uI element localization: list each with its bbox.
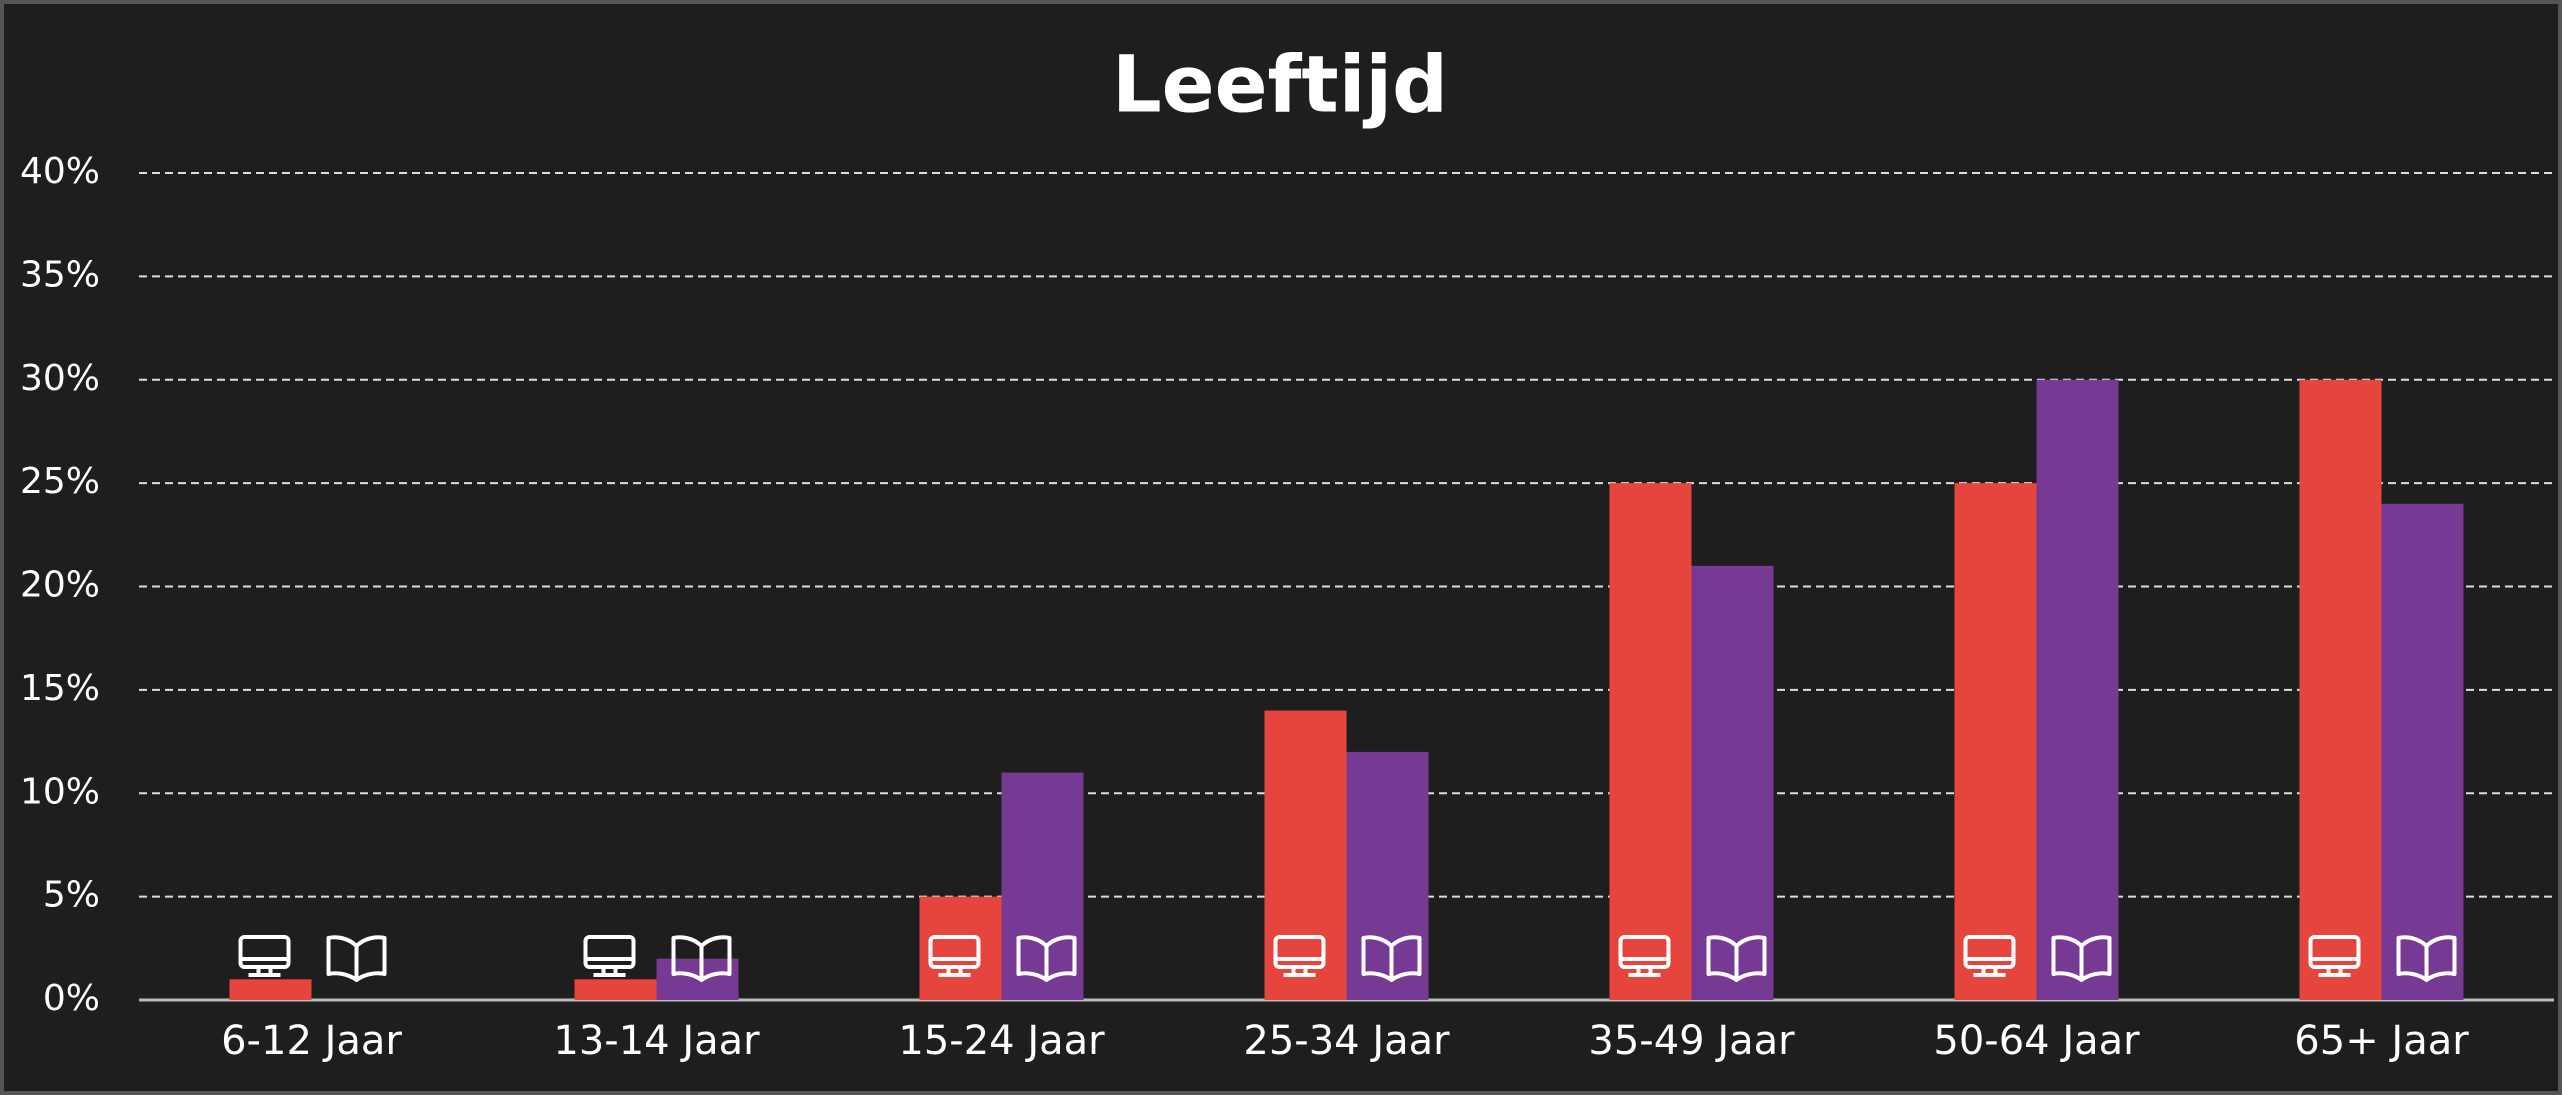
y-tick-label: 10% — [20, 771, 100, 812]
bar — [1609, 483, 1692, 1000]
book-icon — [1706, 935, 1767, 982]
book-icon — [326, 935, 387, 982]
monitor-icon — [1963, 935, 2016, 977]
bar — [1954, 483, 2037, 1000]
book-icon — [671, 935, 732, 982]
y-tick-label: 5% — [43, 875, 100, 916]
y-tick-label: 40% — [20, 151, 100, 192]
book-pages — [2396, 935, 2457, 982]
book-pages — [326, 935, 387, 982]
x-tick-label: 6-12 Jaar — [221, 1018, 402, 1064]
book-pages — [671, 935, 732, 982]
book-icon — [2396, 935, 2457, 982]
monitor-icon — [928, 935, 981, 977]
monitor-icon — [2308, 935, 2361, 977]
book-pages — [1706, 935, 1767, 982]
y-tick-label: 35% — [20, 254, 100, 295]
monitor-stand — [248, 967, 281, 977]
bar — [574, 979, 657, 1000]
monitor-stand — [2318, 967, 2351, 977]
x-tick-label: 50-64 Jaar — [1933, 1018, 2140, 1064]
monitor-icon — [1273, 935, 1326, 977]
monitor-screen — [583, 935, 636, 969]
monitor-screen — [1618, 935, 1671, 969]
book-pages — [1361, 935, 1422, 982]
y-tick-label: 30% — [20, 358, 100, 399]
x-tick-label: 25-34 Jaar — [1243, 1018, 1450, 1064]
x-tick-label: 13-14 Jaar — [553, 1018, 760, 1064]
bar — [1001, 772, 1084, 1000]
book-icon — [1361, 935, 1422, 982]
chart-title: Leeftijd — [1112, 40, 1448, 130]
bar — [2036, 379, 2119, 1000]
y-tick-label: 20% — [20, 565, 100, 606]
bar — [229, 979, 312, 1000]
bar — [1346, 751, 1429, 1000]
book-pages — [2051, 935, 2112, 982]
bar — [919, 896, 1002, 1000]
monitor-screen — [928, 935, 981, 969]
book-icon — [2051, 935, 2112, 982]
monitor-stand — [1628, 967, 1661, 977]
y-tick-label: 0% — [43, 978, 100, 1019]
monitor-stand — [593, 967, 626, 977]
y-tick-label: 25% — [20, 461, 100, 502]
monitor-screen — [238, 935, 291, 969]
bar — [1264, 710, 1347, 1000]
monitor-icon — [583, 935, 636, 977]
x-tick-label: 35-49 Jaar — [1588, 1018, 1795, 1064]
monitor-screen — [2308, 935, 2361, 969]
book-icon — [1016, 935, 1077, 982]
monitor-stand — [938, 967, 971, 977]
bar — [2381, 503, 2464, 1000]
book-pages — [1016, 935, 1077, 982]
monitor-stand — [1973, 967, 2006, 977]
y-tick-label: 15% — [20, 668, 100, 709]
monitor-icon — [1618, 935, 1671, 977]
bar — [1691, 565, 1774, 1000]
x-tick-label: 65+ Jaar — [2294, 1018, 2469, 1064]
monitor-stand — [1283, 967, 1316, 977]
x-tick-label: 15-24 Jaar — [898, 1018, 1105, 1064]
monitor-icon — [238, 935, 291, 977]
monitor-screen — [1273, 935, 1326, 969]
monitor-screen — [1963, 935, 2016, 969]
bar — [2299, 379, 2382, 1000]
